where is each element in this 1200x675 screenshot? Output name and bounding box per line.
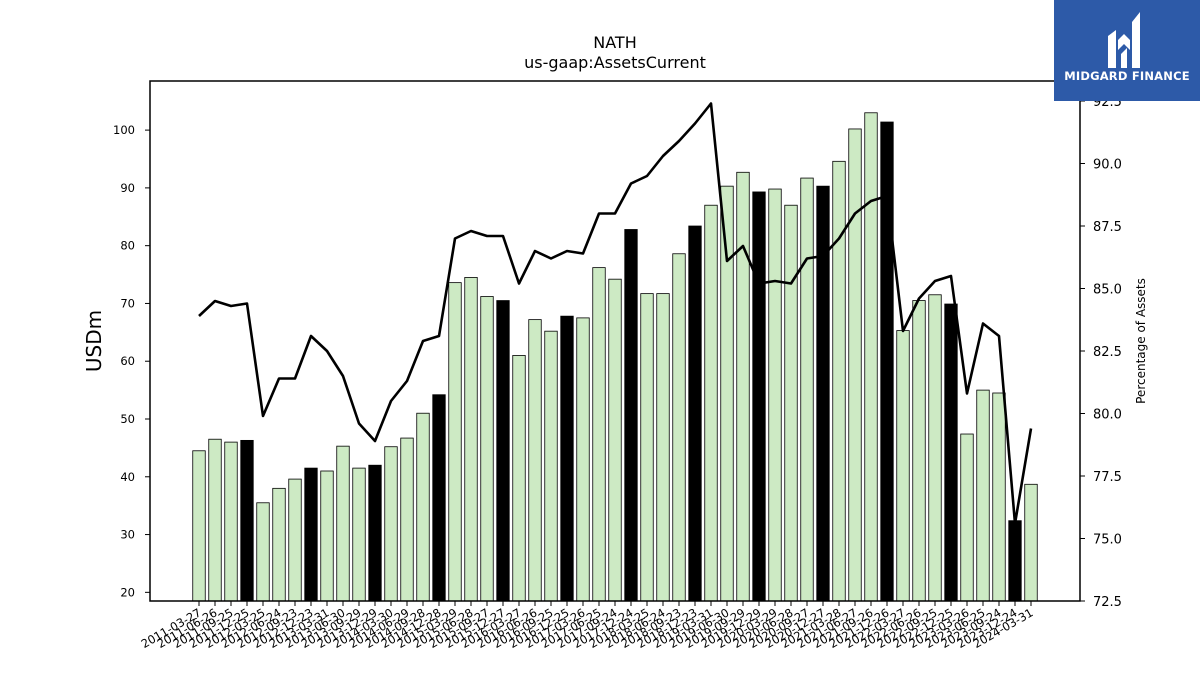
bar [768,188,782,602]
y-tick-label: 90 [120,181,135,195]
bar [848,128,862,602]
y-axis-left: 20 30 40 50 60 70 80 90 100 [113,123,150,599]
bar [416,412,430,602]
bar [688,225,702,602]
bar [784,204,798,602]
bar [800,177,814,602]
y-tick-label: 50 [120,412,135,426]
y-tick-label: 80 [120,239,135,253]
bar [976,389,990,602]
bar [960,433,974,602]
y2-tick-label: 72.5 [1093,595,1122,610]
bar [672,253,686,602]
y2-tick-label: 75.0 [1093,533,1122,548]
brand-logo: MIDGARD FINANCE [1054,0,1200,101]
bar [512,355,526,602]
bar [448,282,462,602]
bar [608,278,622,602]
y2-tick-label: 80.0 [1093,408,1122,423]
bar [624,229,638,602]
line-series [198,102,1033,525]
y-tick-label: 70 [120,296,135,310]
bar [336,445,350,602]
bar [576,317,590,602]
bar [832,160,846,602]
bar [400,437,414,602]
bar [896,330,910,602]
chart-title: NATH [593,33,636,52]
y-axis-right: 72.575.077.580.082.585.087.590.092.5 [1080,95,1122,610]
bar [304,467,318,602]
bar [272,487,286,602]
bar [256,502,270,602]
bar [208,438,222,602]
bar [912,300,926,602]
bar [560,315,574,602]
bar [944,303,958,602]
bar [880,121,894,602]
y2-axis-label: Percentage of Assets [1134,278,1148,404]
line-series-path [198,102,1033,525]
bar [528,319,542,602]
bar [384,446,398,602]
bar [192,450,206,602]
bar [496,300,510,602]
bar [464,277,478,602]
bar [992,392,1006,602]
chart-subtitle: us-gaap:AssetsCurrent [524,53,706,72]
x-axis: 2011-03-272011-06-262011-09-252011-12-25… [139,601,1036,651]
y-tick-label: 100 [113,123,135,137]
bar [592,267,606,602]
y-tick-label: 20 [120,585,135,599]
y-axis-label: USDm [82,310,106,372]
y2-tick-label: 82.5 [1093,345,1122,360]
bar [224,441,238,602]
bar [240,439,254,602]
bar [368,464,382,602]
y2-tick-label: 90.0 [1093,158,1122,173]
bar [752,191,766,602]
bar [736,171,750,602]
bar [928,294,942,602]
bar [544,330,558,602]
y2-tick-label: 85.0 [1093,283,1122,298]
bar [1024,483,1038,602]
bar [656,293,670,602]
bar [480,296,494,602]
y-tick-label: 60 [120,354,135,368]
bar [352,467,366,602]
bar [432,394,446,602]
bar [640,293,654,602]
logo-mark-icon [1108,12,1140,68]
logo-text: MIDGARD FINANCE [1064,69,1190,83]
y-tick-label: 30 [120,528,135,542]
bar-group [192,112,1038,602]
bar [816,185,830,602]
bar [704,204,718,602]
bar [864,112,878,602]
y2-tick-label: 77.5 [1093,470,1122,485]
bar [288,478,302,602]
y-tick-label: 40 [120,470,135,484]
bar [1008,520,1022,602]
y2-tick-label: 87.5 [1093,220,1122,235]
bar [320,470,334,602]
